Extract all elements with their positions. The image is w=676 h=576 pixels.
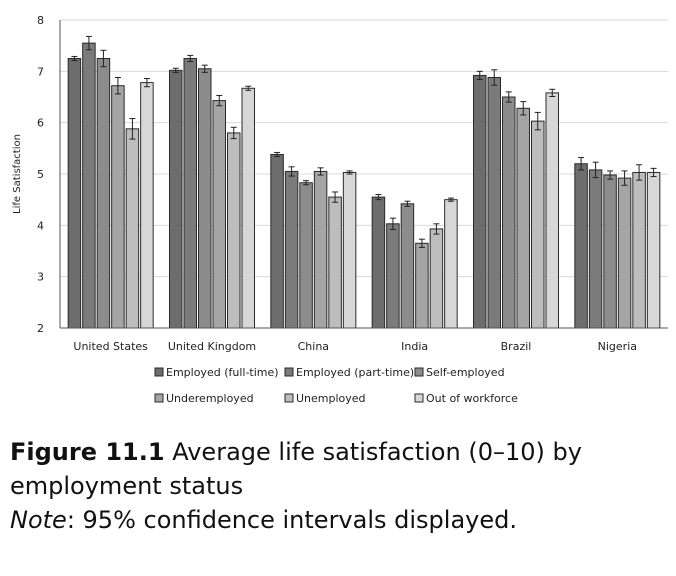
bars (67, 42, 661, 329)
bar (313, 170, 328, 329)
bar (444, 199, 458, 329)
figure-caption: Figure 11.1 Average life satisfaction (0… (10, 435, 670, 537)
bar (198, 68, 212, 329)
bar (270, 153, 284, 329)
caption-title-part-1: Average life satisfaction (0–10) by (172, 438, 582, 466)
y-tick-label: 2 (37, 322, 44, 335)
legend-swatch (414, 367, 424, 377)
bar (400, 203, 415, 329)
bar (646, 171, 661, 329)
axes (59, 20, 668, 329)
bar (111, 85, 125, 329)
bar (545, 92, 559, 329)
x-category-label: India (401, 340, 428, 353)
bar (82, 42, 96, 329)
x-category-label: United States (73, 340, 148, 353)
legend-label: Employed (full-time) (166, 366, 279, 379)
figure-label: Figure 11.1 (10, 438, 165, 466)
note-text: : 95% confidence intervals displayed. (66, 506, 517, 534)
bar (502, 96, 516, 329)
y-tick-label: 3 (37, 271, 44, 284)
bar (342, 171, 357, 329)
bar (212, 100, 226, 329)
bar (386, 223, 400, 329)
caption-note: Note: 95% confidence intervals displayed… (10, 503, 670, 537)
y-axis-label: Life Satisfaction (12, 134, 23, 214)
bar (617, 177, 632, 329)
x-category-label: Nigeria (598, 340, 637, 353)
legend-swatch (284, 393, 294, 403)
bar (125, 128, 140, 329)
bar (67, 58, 82, 329)
caption-title-line-2: employment status (10, 472, 244, 500)
legend-label: Out of workforce (426, 392, 518, 405)
bar (241, 87, 255, 329)
y-tick-label: 8 (37, 14, 44, 27)
legend-label: Unemployed (296, 392, 366, 405)
bar (96, 58, 111, 329)
y-tick-label: 7 (37, 65, 44, 78)
bar (531, 120, 545, 329)
bar (140, 82, 154, 329)
bar (574, 163, 588, 329)
x-category-label: Brazil (501, 340, 532, 353)
x-category-label: United Kingdom (168, 340, 256, 353)
caption-title-line-1: Figure 11.1 Average life satisfaction (0… (10, 435, 670, 469)
life-satisfaction-chart: 2 3 4 5 6 7 8 United States United Kingdom China… (12, 14, 668, 405)
bar (487, 76, 501, 329)
bar (183, 58, 197, 329)
legend-label: Self-employed (426, 366, 505, 379)
bar (603, 174, 617, 329)
bar (415, 242, 429, 329)
bar (632, 171, 646, 329)
bar (371, 196, 386, 329)
note-label: Note (10, 506, 67, 534)
legend-swatch (154, 367, 164, 377)
figure: 2 3 4 5 6 7 8 United States United Kingdom China… (12, 14, 668, 405)
x-category-label: China (298, 340, 329, 353)
bar (516, 107, 530, 329)
legend: Employed (full-time) Employed (part-time)… (154, 366, 518, 405)
legend-label: Employed (part-time) (296, 366, 414, 379)
bar (328, 196, 342, 329)
bar (169, 69, 183, 329)
bar (299, 182, 313, 329)
bar (429, 228, 444, 329)
y-tick-label: 5 (37, 168, 44, 181)
legend-swatch (284, 367, 294, 377)
y-tick-label: 6 (37, 117, 44, 130)
grid (60, 19, 668, 329)
y-tick-label: 4 (37, 219, 44, 232)
x-category-labels: United States United Kingdom China India Bra… (73, 340, 637, 353)
bar (284, 170, 299, 329)
legend-swatch (154, 393, 164, 403)
legend-swatch (414, 393, 424, 403)
bar (227, 132, 241, 329)
legend-label: Underemployed (166, 392, 254, 405)
error-bars (71, 35, 657, 248)
y-tick-labels: 2 3 4 5 6 7 8 (37, 14, 44, 335)
bar (473, 74, 487, 329)
bar (588, 169, 603, 329)
